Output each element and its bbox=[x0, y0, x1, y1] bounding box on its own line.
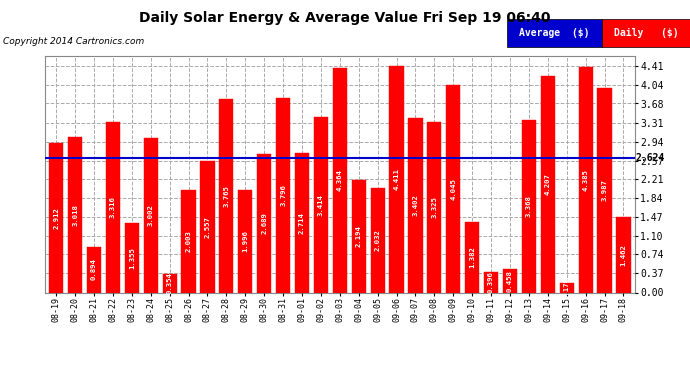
Bar bbox=[522, 120, 536, 292]
Bar bbox=[578, 67, 593, 292]
Text: Daily   ($): Daily ($) bbox=[614, 28, 678, 38]
Bar bbox=[507, 19, 602, 47]
Bar bbox=[276, 98, 290, 292]
Bar bbox=[616, 217, 631, 292]
Bar bbox=[371, 188, 385, 292]
Bar bbox=[163, 274, 177, 292]
Text: 4.207: 4.207 bbox=[545, 174, 551, 195]
Bar bbox=[446, 85, 460, 292]
Text: 1.996: 1.996 bbox=[242, 230, 248, 252]
Bar bbox=[314, 117, 328, 292]
Bar bbox=[238, 190, 253, 292]
Text: 2.194: 2.194 bbox=[356, 225, 362, 247]
Bar bbox=[352, 180, 366, 292]
Bar bbox=[295, 153, 309, 292]
Text: 0.396: 0.396 bbox=[488, 272, 494, 293]
Text: 2.032: 2.032 bbox=[375, 230, 381, 251]
Text: 3.002: 3.002 bbox=[148, 204, 154, 226]
Text: 2.557: 2.557 bbox=[204, 216, 210, 238]
Text: 2.689: 2.689 bbox=[262, 213, 267, 234]
Bar bbox=[465, 222, 480, 292]
Text: 2.912: 2.912 bbox=[53, 207, 59, 229]
Bar bbox=[503, 269, 517, 292]
Bar bbox=[87, 247, 101, 292]
Text: 1.462: 1.462 bbox=[620, 244, 627, 266]
Text: 3.414: 3.414 bbox=[318, 194, 324, 216]
Text: 3.368: 3.368 bbox=[526, 195, 532, 217]
Bar bbox=[181, 190, 196, 292]
Bar bbox=[484, 272, 498, 292]
Text: 3.987: 3.987 bbox=[602, 179, 608, 201]
Text: Copyright 2014 Cartronics.com: Copyright 2014 Cartronics.com bbox=[3, 38, 145, 46]
Text: 1.355: 1.355 bbox=[129, 247, 135, 268]
Bar bbox=[427, 122, 442, 292]
Bar bbox=[106, 122, 120, 292]
Text: 4.385: 4.385 bbox=[582, 169, 589, 191]
Bar bbox=[219, 99, 233, 292]
Text: 0.894: 0.894 bbox=[91, 259, 97, 280]
Bar bbox=[408, 118, 422, 292]
Text: 4.045: 4.045 bbox=[451, 178, 456, 200]
Text: 0.178: 0.178 bbox=[564, 277, 570, 299]
Bar bbox=[602, 19, 690, 47]
Text: 4.364: 4.364 bbox=[337, 170, 343, 191]
Text: Daily Solar Energy & Average Value Fri Sep 19 06:40: Daily Solar Energy & Average Value Fri S… bbox=[139, 11, 551, 25]
Bar bbox=[389, 66, 404, 292]
Text: 3.018: 3.018 bbox=[72, 204, 78, 226]
Text: 2.714: 2.714 bbox=[299, 212, 305, 234]
Bar bbox=[257, 154, 271, 292]
Bar bbox=[200, 161, 215, 292]
Text: Average  ($): Average ($) bbox=[520, 28, 590, 38]
Bar bbox=[144, 138, 158, 292]
Text: 3.325: 3.325 bbox=[431, 196, 437, 218]
Bar bbox=[598, 88, 611, 292]
Bar bbox=[333, 68, 347, 292]
Bar bbox=[560, 284, 574, 292]
Text: 0.354: 0.354 bbox=[167, 273, 172, 294]
Bar bbox=[125, 223, 139, 292]
Text: 2.624: 2.624 bbox=[636, 153, 665, 163]
Text: 2.003: 2.003 bbox=[186, 230, 192, 252]
Text: 3.765: 3.765 bbox=[224, 185, 229, 207]
Text: 4.411: 4.411 bbox=[393, 168, 400, 190]
Text: 3.796: 3.796 bbox=[280, 184, 286, 206]
Bar bbox=[49, 143, 63, 292]
Bar bbox=[68, 138, 82, 292]
Text: 3.402: 3.402 bbox=[413, 194, 418, 216]
Bar bbox=[541, 76, 555, 292]
Text: 3.316: 3.316 bbox=[110, 196, 116, 218]
Text: 1.382: 1.382 bbox=[469, 246, 475, 268]
Text: 0.458: 0.458 bbox=[507, 270, 513, 292]
